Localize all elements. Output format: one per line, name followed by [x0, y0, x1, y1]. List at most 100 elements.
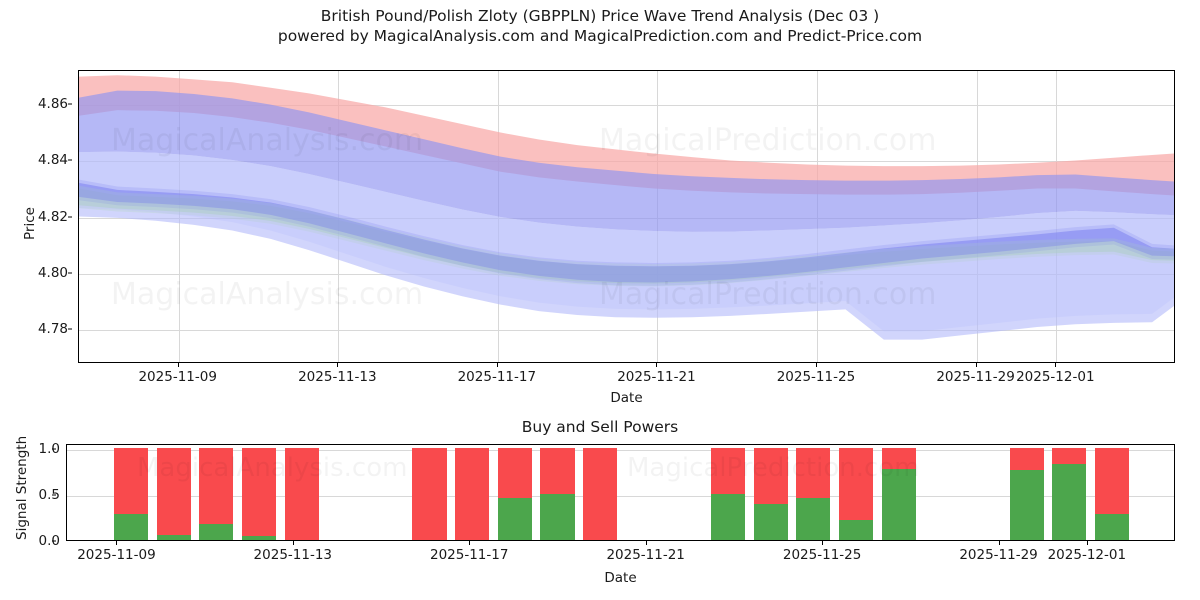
price-y-tick-mark: [68, 103, 72, 105]
price-band-inner-dark-blue: [79, 182, 1174, 283]
signal-bar[interactable]: [1094, 447, 1130, 540]
signal-bar-sell-segment: [839, 447, 874, 520]
price-y-tick-mark: [68, 328, 72, 330]
signal-bar-sell-segment: [1009, 447, 1044, 470]
signal-bar[interactable]: [583, 447, 618, 540]
signal-y-tick-label: 0.5: [38, 486, 60, 503]
page-subtitle: powered by MagicalAnalysis.com and Magic…: [277, 27, 923, 45]
signal-y-tick-mark: [52, 494, 56, 496]
signal-bar[interactable]: [455, 447, 490, 540]
page-title: British Pound/Polish Zloty (GBPPLN) Pric…: [320, 7, 880, 25]
signal-bar-sell-segment: [284, 447, 319, 540]
signal-x-tick-mark: [116, 541, 118, 545]
signal-bar[interactable]: [753, 447, 788, 540]
price-x-tick-mark: [815, 363, 817, 367]
signal-x-tick-mark: [1086, 541, 1088, 545]
signal-bar-buy-segment: [753, 503, 788, 540]
signal-x-tick-mark: [998, 541, 1000, 545]
signal-bar-buy-segment: [881, 468, 916, 540]
signal-bar-sell-segment: [455, 447, 490, 540]
price-band-mid-blue: [79, 90, 1174, 232]
price-wave-plot: MagicalAnalysis.com MagicalPrediction.co…: [78, 70, 1175, 363]
signal-gridline-h: [67, 449, 1174, 451]
signal-y-tick-label: 0.0: [38, 533, 60, 549]
price-x-tick-label: 2025-11-09: [138, 369, 217, 385]
signal-x-tick-mark: [469, 541, 471, 545]
price-x-tick-label: 2025-11-25: [776, 369, 856, 385]
signal-bar[interactable]: [113, 447, 149, 540]
signal-bar-buy-segment: [1052, 464, 1087, 540]
signal-bar[interactable]: [156, 447, 191, 540]
signal-bar-sell-segment: [199, 447, 234, 525]
signal-bar-buy-segment: [711, 493, 746, 540]
price-gridline-h: [79, 104, 1174, 106]
signal-y-tick-mark: [52, 448, 56, 450]
price-x-tick-mark: [177, 363, 179, 367]
price-band-sub: [79, 179, 1174, 286]
signal-bar[interactable]: [881, 447, 916, 540]
price-y-tick-label: 4.86: [37, 95, 68, 112]
buy-sell-powers-plot: MagicalAnalysis.com MagicalPrediction.co…: [66, 444, 1175, 541]
price-band-areas: [79, 75, 1174, 340]
price-x-axis-label: Date: [610, 390, 643, 406]
chart-title-block: British Pound/Polish Zloty (GBPPLN) Pric…: [0, 6, 1200, 46]
signal-x-tick-label: 2025-11-21: [606, 547, 685, 563]
signal-bar-sell-segment: [540, 447, 575, 494]
signal-bar-sell-segment: [583, 447, 618, 540]
signal-chart-title: Buy and Sell Powers: [521, 418, 679, 436]
signal-bar-sell-segment: [881, 447, 916, 469]
signal-bar-sell-segment: [1094, 447, 1130, 515]
signal-x-tick-label: 2025-11-17: [429, 547, 509, 563]
signal-bar-sell-segment: [1052, 447, 1087, 465]
signal-x-tick-mark: [822, 541, 824, 545]
price-band-outer-upper-red: [79, 75, 1174, 196]
signal-bar-buy-segment: [796, 498, 831, 540]
price-band-lower-wide-blue: [79, 151, 1174, 340]
signal-bar-sell-segment: [113, 447, 149, 515]
signal-bar[interactable]: [497, 447, 532, 540]
signal-bar-sell-segment: [753, 447, 788, 504]
signal-bar-buy-segment: [241, 536, 276, 540]
price-y-tick-label: 4.84: [37, 152, 68, 169]
signal-bar[interactable]: [796, 447, 831, 540]
signal-x-axis-label: Date: [604, 570, 637, 586]
price-x-tick-mark: [337, 363, 339, 367]
signal-bar-buy-segment: [1009, 469, 1044, 540]
signal-bar[interactable]: [284, 447, 319, 540]
price-x-tick-label: 2025-11-29: [936, 369, 1015, 385]
signal-x-tick-mark: [292, 541, 294, 545]
signal-bar[interactable]: [412, 447, 447, 540]
signal-bar-sell-segment: [241, 447, 276, 537]
price-x-tick-mark: [656, 363, 658, 367]
signal-bar-sell-segment: [796, 447, 831, 499]
price-y-tick-mark: [68, 159, 72, 161]
price-gridline-h: [79, 330, 1174, 332]
price-band-sub: [79, 185, 1174, 287]
signal-bar-buy-segment: [199, 524, 234, 540]
price-x-tick-mark: [1055, 363, 1057, 367]
signal-bar-buy-segment: [839, 519, 874, 540]
signal-bar[interactable]: [1052, 447, 1087, 540]
signal-x-tick-label: 2025-11-29: [959, 547, 1038, 563]
signal-bar[interactable]: [1009, 447, 1044, 540]
signal-bar[interactable]: [241, 447, 276, 540]
signal-bar[interactable]: [540, 447, 575, 540]
signal-x-tick-label: 2025-11-09: [77, 547, 156, 563]
signal-x-tick-mark: [645, 541, 647, 545]
price-y-tick-label: 4.82: [37, 208, 68, 225]
price-y-tick-mark: [68, 272, 72, 274]
price-band-sub: [79, 151, 1174, 332]
price-x-tick-label: 2025-11-17: [457, 369, 537, 385]
signal-bar[interactable]: [711, 447, 746, 540]
price-y-tick-label: 4.80: [37, 264, 68, 281]
signal-bar-sell-segment: [412, 447, 447, 540]
price-y-tick-label: 4.78: [37, 321, 68, 338]
signal-bar-buy-segment: [540, 493, 575, 540]
signal-bar-buy-segment: [113, 514, 149, 540]
price-x-tick-label: 2025-11-21: [617, 369, 696, 385]
signal-bar[interactable]: [199, 447, 234, 540]
signal-bar-sell-segment: [711, 447, 746, 494]
signal-bar[interactable]: [839, 447, 874, 540]
signal-x-tick-label: 2025-12-01: [1047, 547, 1127, 563]
